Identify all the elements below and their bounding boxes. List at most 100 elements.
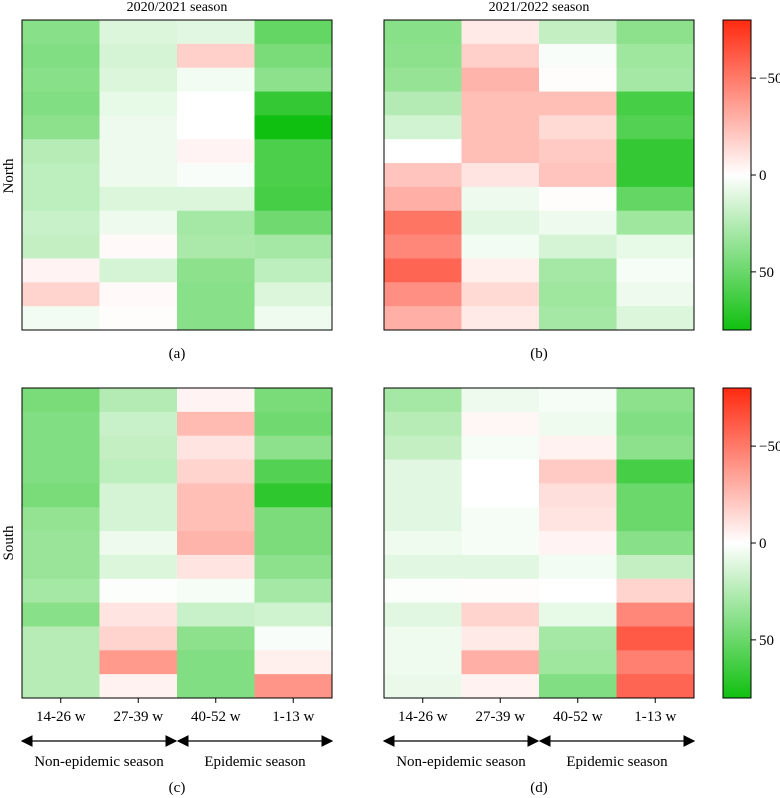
cell-c-r4-c2: [177, 483, 255, 508]
cell-c-r0-c2: [177, 388, 255, 413]
colorbar-bottom-tick-label-1: 0: [759, 536, 767, 552]
cell-a-r8-c1: [99, 210, 178, 236]
cell-a-r7-c2: [177, 186, 255, 212]
cell-a-r8-c3: [254, 210, 333, 236]
cell-b-r4-c0: [384, 115, 462, 140]
cell-c-r9-c1: [99, 602, 178, 627]
cell-d-r7-c2: [539, 554, 617, 580]
cell-a-r10-c1: [99, 258, 178, 283]
cell-c-r7-c0: [22, 554, 100, 580]
cell-d-r7-c1: [461, 554, 540, 580]
cell-c-r1-c1: [99, 411, 178, 437]
cell-b-r11-c0: [384, 282, 462, 307]
cell-d-r5-c3: [616, 507, 695, 532]
panel-c-cells: [22, 388, 333, 699]
cell-a-r6-c1: [99, 163, 178, 188]
cell-c-r0-c3: [254, 388, 333, 413]
cell-a-r3-c2: [177, 91, 255, 116]
cell-b-r6-c1: [461, 163, 540, 188]
cell-d-r1-c2: [539, 411, 617, 437]
cell-d-r0-c0: [384, 388, 462, 413]
cell-d-r1-c0: [384, 411, 462, 437]
cell-c-r12-c2: [177, 674, 255, 699]
xtick-label-c-2: 40-52 w: [191, 709, 241, 725]
cell-b-r11-c1: [461, 282, 540, 307]
cell-c-r12-c3: [254, 674, 333, 699]
cell-a-r0-c1: [99, 20, 178, 45]
cell-c-r2-c0: [22, 435, 100, 461]
cell-b-r3-c0: [384, 91, 462, 116]
cell-b-r0-c1: [461, 20, 540, 45]
panel-a-title: 2020/2021 season: [127, 0, 228, 15]
cell-c-r8-c1: [99, 578, 178, 604]
cell-c-r1-c0: [22, 411, 100, 437]
panel-a-frame: [21, 19, 333, 331]
cell-b-r8-c2: [539, 210, 617, 236]
cell-d-r8-c3: [616, 578, 695, 604]
cell-d-r1-c1: [461, 411, 540, 437]
colorbar-bottom-gradient: [722, 387, 752, 699]
cell-a-r11-c1: [99, 282, 178, 307]
cell-b-r3-c1: [461, 91, 540, 116]
cell-a-r9-c1: [99, 234, 178, 259]
cell-d-r0-c1: [461, 388, 540, 413]
cell-b-r12-c1: [461, 306, 540, 331]
cell-a-r7-c0: [22, 186, 100, 212]
cell-a-r2-c1: [99, 67, 178, 93]
cell-b-r5-c2: [539, 139, 617, 164]
colorbar-top-tick-label-0: −50: [759, 71, 780, 87]
cell-b-r4-c1: [461, 115, 540, 140]
cell-b-r8-c0: [384, 210, 462, 236]
cell-d-r9-c3: [616, 602, 695, 627]
cell-d-r9-c0: [384, 602, 462, 627]
panel-b-frame: [383, 19, 695, 331]
cell-d-r6-c3: [616, 531, 695, 556]
cell-d-r8-c0: [384, 578, 462, 604]
cell-b-r7-c0: [384, 186, 462, 212]
cell-d-r5-c1: [461, 507, 540, 532]
xtick-label-d-2: 40-52 w: [553, 709, 603, 725]
panel-c-ylabel: South: [1, 525, 17, 561]
xtick-label-d-1: 27-39 w: [475, 709, 525, 725]
panel-c-frame: [21, 387, 333, 699]
cell-a-r0-c2: [177, 20, 255, 45]
cell-b-r0-c3: [616, 20, 695, 45]
cell-d-r11-c2: [539, 650, 617, 675]
xtick-label-c-1: 27-39 w: [113, 709, 163, 725]
cell-a-r3-c3: [254, 91, 333, 116]
cell-c-r3-c0: [22, 459, 100, 484]
cell-b-r2-c1: [461, 67, 540, 93]
cell-c-r5-c1: [99, 507, 178, 532]
cell-a-r7-c3: [254, 186, 333, 212]
cell-d-r4-c1: [461, 483, 540, 508]
cell-b-r9-c3: [616, 234, 695, 259]
cell-b-r6-c2: [539, 163, 617, 188]
cell-a-r2-c3: [254, 67, 333, 93]
cell-b-r6-c0: [384, 163, 462, 188]
cell-d-r10-c0: [384, 626, 462, 651]
cell-d-r9-c2: [539, 602, 617, 627]
cell-a-r1-c0: [22, 43, 100, 69]
cell-d-r12-c1: [461, 674, 540, 699]
cell-a-r9-c0: [22, 234, 100, 259]
cell-b-r0-c2: [539, 20, 617, 45]
cell-a-r4-c1: [99, 115, 178, 140]
season-arrows-d: Non-epidemic season Epidemic season: [382, 735, 696, 770]
colorbar-bottom-tick-label-0: −50: [759, 439, 780, 455]
cell-c-r10-c0: [22, 626, 100, 651]
cell-a-r5-c1: [99, 139, 178, 164]
cell-b-r7-c3: [616, 186, 695, 212]
cell-a-r4-c0: [22, 115, 100, 140]
cell-d-r8-c1: [461, 578, 540, 604]
cell-b-r9-c2: [539, 234, 617, 259]
cell-b-r10-c3: [616, 258, 695, 283]
colorbar-top-ticks: −50 0 50: [751, 71, 780, 281]
panel-d-xticks: 14-26 w 27-39 w 40-52 w 1-13 w: [398, 698, 676, 725]
cell-c-r1-c3: [254, 411, 333, 437]
non-epidemic-label-d: Non-epidemic season: [396, 754, 526, 770]
cell-a-r1-c1: [99, 43, 178, 69]
cell-d-r12-c0: [384, 674, 462, 699]
cell-c-r11-c3: [254, 650, 333, 675]
cell-c-r7-c2: [177, 554, 255, 580]
